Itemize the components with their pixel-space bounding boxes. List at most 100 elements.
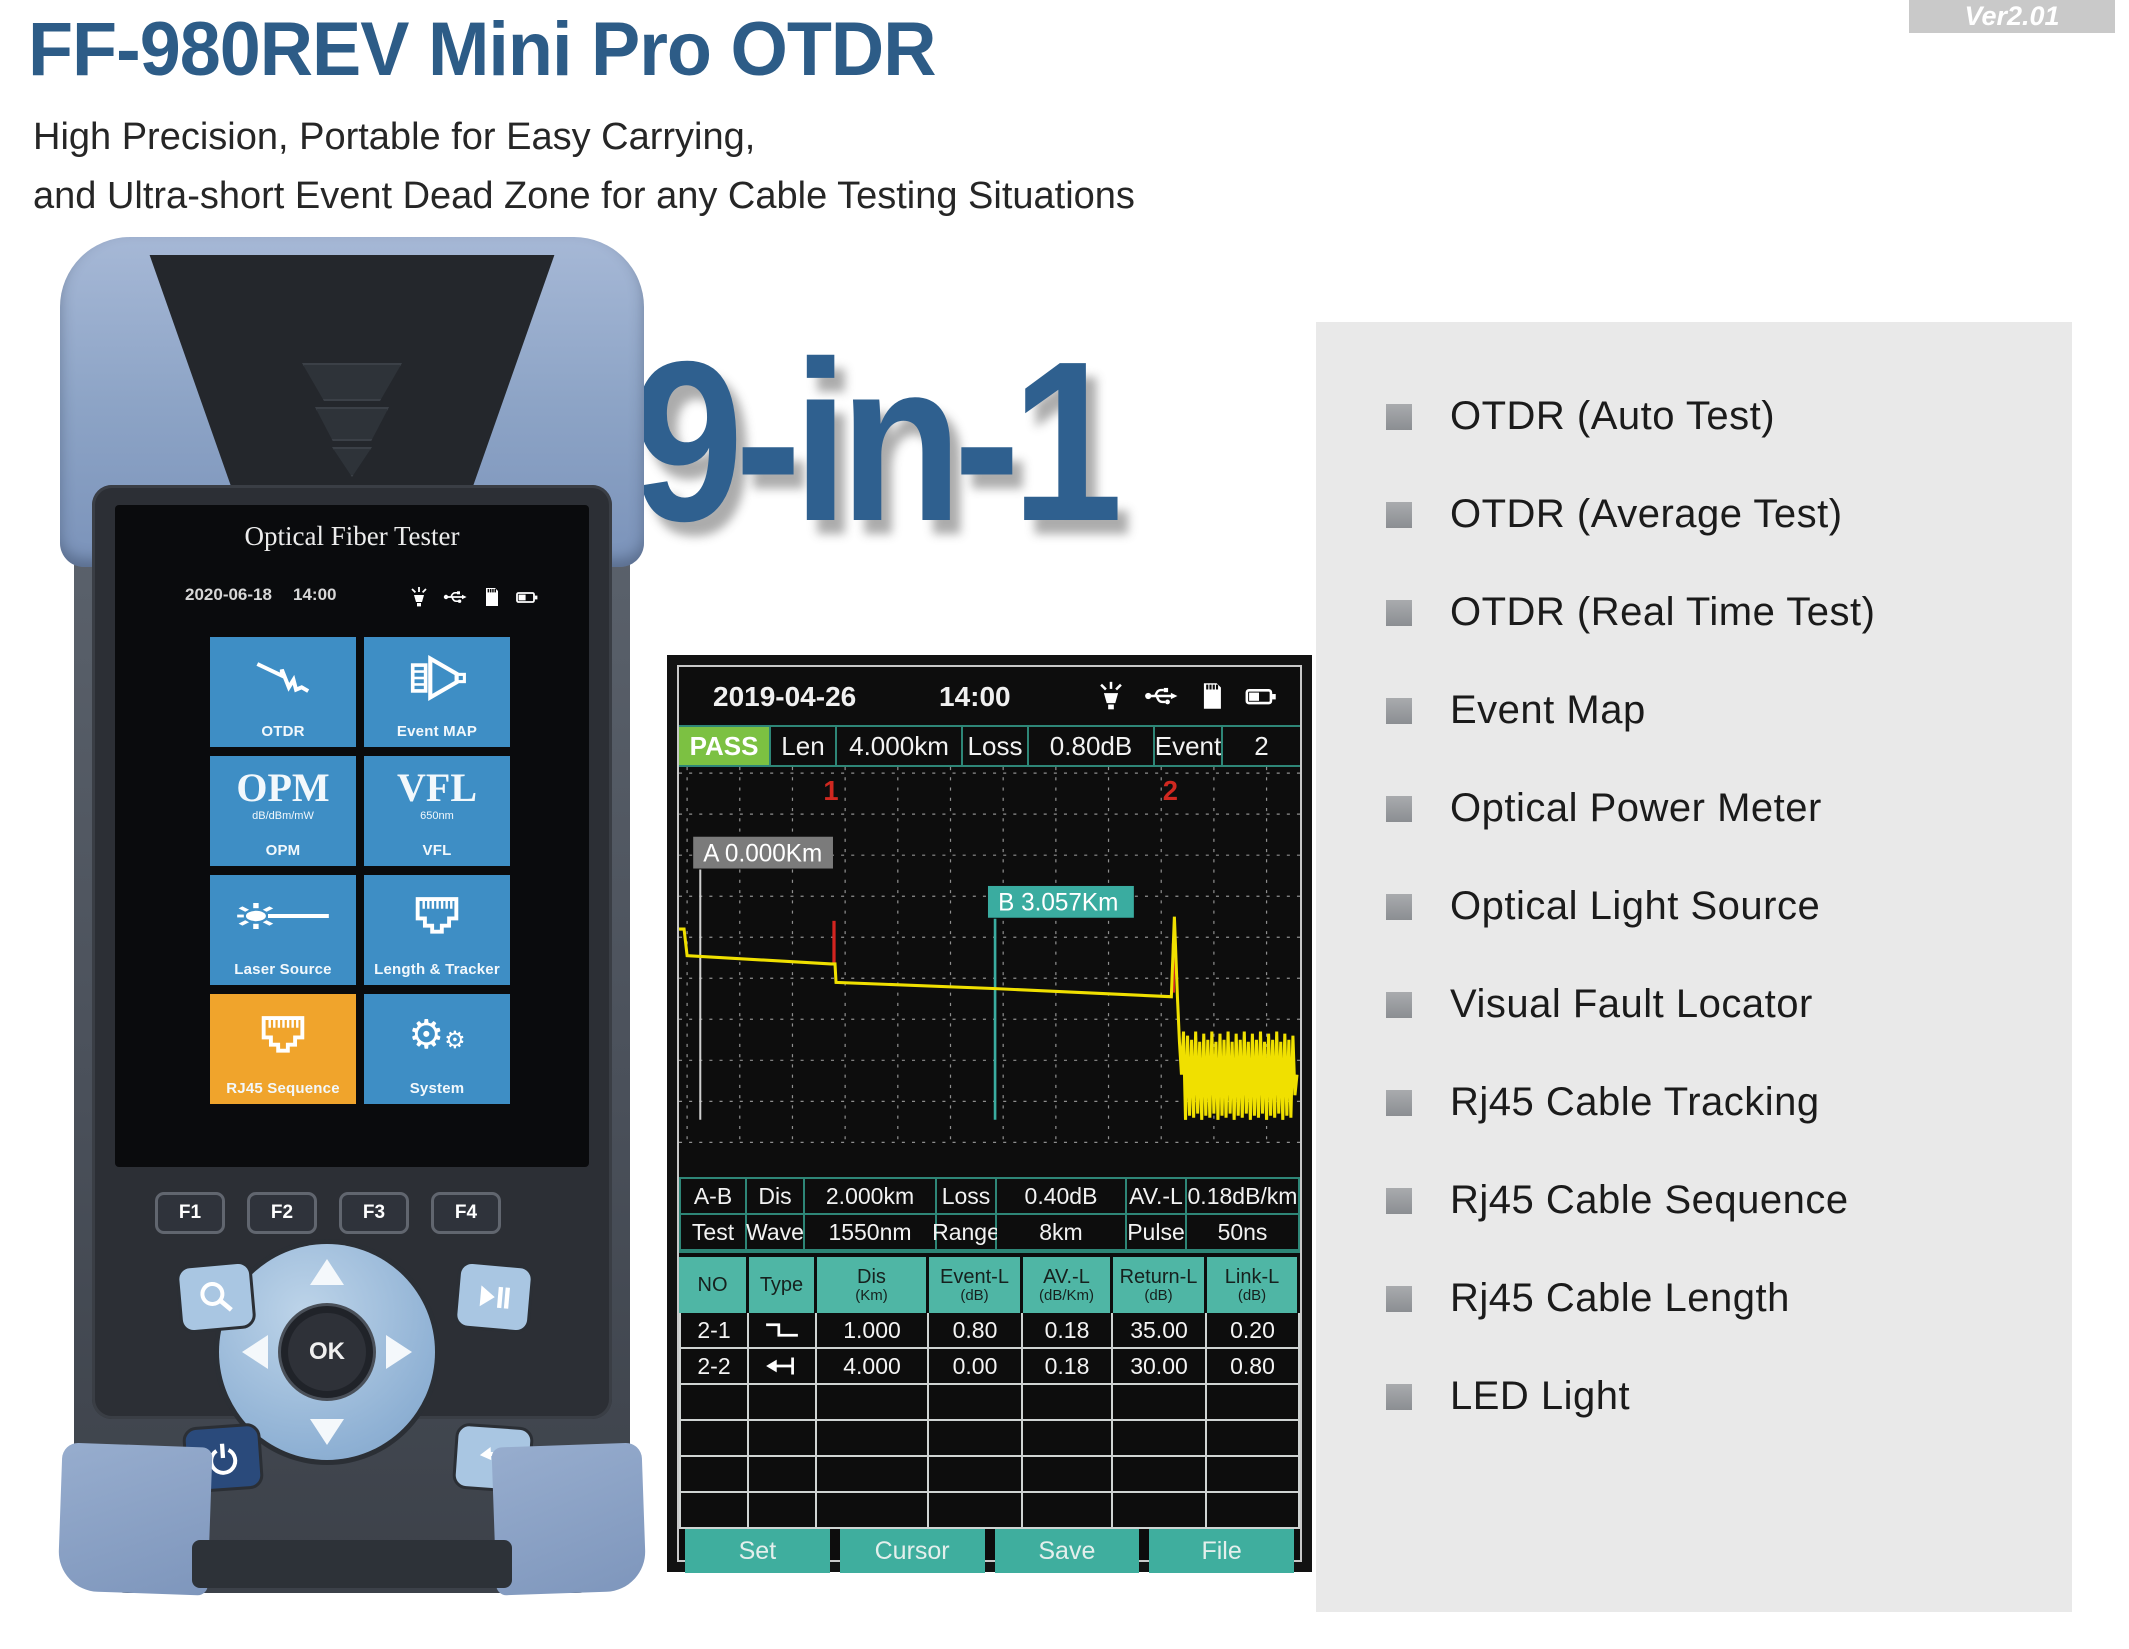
otdr-screen: 2019-04-26 14:00 PASS Len 4.000km Loss 0… [677, 665, 1302, 1574]
length-value: 4.000km [837, 727, 961, 765]
tile-laser-source[interactable]: Laser Source [210, 875, 356, 985]
device-time: 14:00 [293, 585, 337, 604]
loss-label: Loss [937, 1179, 995, 1214]
file-button[interactable]: File [1149, 1529, 1294, 1574]
cursor-b-label: B 3.057Km [998, 889, 1118, 916]
opm-wordmark: OPM dB/dBm/mW [236, 765, 330, 823]
avl-value: 0.18dB/km [1187, 1179, 1298, 1214]
test-label: Test [681, 1215, 745, 1250]
softkey-bar: Set Cursor Save File [685, 1529, 1294, 1574]
play-pause-icon [474, 1277, 513, 1316]
feature-item: OTDR (Average Test) [1386, 492, 2072, 537]
f2-key[interactable]: F2 [247, 1192, 317, 1234]
play-pause-key[interactable] [453, 1259, 535, 1335]
cursor-a-label: A 0.000Km [703, 840, 822, 867]
feature-item: Optical Power Meter [1386, 786, 2072, 831]
tile-vfl[interactable]: VFL 650nm VFL [364, 756, 510, 866]
fiber-trace-line [679, 916, 1299, 1120]
set-button[interactable]: Set [685, 1529, 830, 1574]
tile-system[interactable]: ⚙⚙ System [364, 994, 510, 1104]
tile-opm[interactable]: OPM dB/dBm/mW OPM [210, 756, 356, 866]
feature-list-panel: OTDR (Auto Test) OTDR (Average Test) OTD… [1316, 322, 2072, 1612]
device-base [192, 1540, 512, 1588]
version-badge: Ver2.01 [1909, 0, 2115, 33]
fiber-end-event-icon [749, 1349, 817, 1384]
event-count: 2 [1223, 727, 1300, 765]
square-bullet-icon [1386, 1187, 1412, 1214]
zoom-key[interactable] [175, 1259, 257, 1335]
device-status-bar: 2020-06-18 14:00 [115, 585, 589, 613]
feature-item: Optical Light Source [1386, 884, 2072, 929]
f1-key[interactable]: F1 [155, 1192, 225, 1234]
square-bullet-icon [1386, 1089, 1412, 1116]
event-label: Event [1155, 727, 1221, 765]
avl-label: AV.-L [1127, 1179, 1185, 1214]
wave-value: 1550nm [805, 1215, 935, 1250]
down-arrow-key[interactable] [310, 1419, 344, 1445]
ok-key[interactable]: OK [281, 1306, 373, 1398]
trace-plot: 1 2 A 0.000Km B 3.057Km [679, 767, 1300, 1178]
device-status-icons [407, 585, 539, 609]
page-subtitle: High Precision, Portable for Easy Carryi… [33, 108, 1135, 226]
search-icon [194, 1275, 237, 1318]
result-bar: PASS Len 4.000km Loss 0.80dB Event 2 [679, 725, 1300, 767]
event-row-2[interactable]: 2-2 4.000 0.00 0.18 30.00 0.80 [681, 1349, 1298, 1386]
event-row-empty [681, 1385, 1298, 1422]
otdr-time: 14:00 [939, 681, 1011, 712]
up-arrow-key[interactable] [310, 1259, 344, 1285]
range-value: 8km [997, 1215, 1125, 1250]
bottom-left-bumper [57, 1442, 213, 1596]
otdr-trace-icon [210, 647, 356, 709]
cursor-button[interactable]: Cursor [839, 1529, 985, 1574]
event-row-empty [681, 1421, 1298, 1458]
otdr-device-photo: Optical Fiber Tester 2020-06-18 14:00 OT… [52, 233, 652, 1596]
connector-cover [332, 447, 372, 477]
wave-label: Wave [746, 1215, 804, 1250]
page-title: FF-980REV Mini Pro OTDR [28, 7, 936, 92]
square-bullet-icon [1386, 893, 1412, 920]
event-marker-1: 1 [823, 775, 838, 806]
save-button[interactable]: Save [994, 1529, 1140, 1574]
connector-cover [315, 407, 389, 441]
sd-card-icon [1194, 679, 1228, 713]
tile-otdr[interactable]: OTDR [210, 637, 356, 747]
square-bullet-icon [1386, 1285, 1412, 1312]
step-down-event-icon [749, 1313, 817, 1348]
sd-card-icon [479, 585, 503, 609]
otdr-trace-svg: 1 2 A 0.000Km B 3.057Km [679, 767, 1300, 1145]
tile-rj45-sequence[interactable]: RJ45 Sequence [210, 994, 356, 1104]
connector-cover [302, 363, 402, 401]
subtitle-line-1: High Precision, Portable for Easy Carryi… [33, 116, 756, 158]
otdr-status-icons [1094, 679, 1278, 713]
gear-icon: ⚙⚙ [408, 1012, 466, 1058]
device-screen-title: Optical Fiber Tester [244, 521, 460, 551]
tile-event-map[interactable]: Event MAP [364, 637, 510, 747]
square-bullet-icon [1386, 697, 1412, 724]
bottom-right-bumper [491, 1442, 647, 1596]
feature-item: OTDR (Auto Test) [1386, 394, 2072, 439]
loss-value: 0.40dB [997, 1179, 1125, 1214]
event-row-empty [681, 1493, 1298, 1530]
square-bullet-icon [1386, 991, 1412, 1018]
usb-icon [443, 585, 467, 609]
square-bullet-icon [1386, 599, 1412, 626]
feature-item: Rj45 Cable Length [1386, 1276, 2072, 1321]
square-bullet-icon [1386, 501, 1412, 528]
f4-key[interactable]: F4 [431, 1192, 501, 1234]
subtitle-line-2: and Ultra-short Event Dead Zone for any … [33, 174, 1135, 217]
event-row-1[interactable]: 2-1 1.000 0.80 0.18 35.00 0.20 [681, 1313, 1298, 1350]
charger-icon [407, 585, 431, 609]
length-label: Len [771, 727, 835, 765]
pass-badge: PASS [679, 727, 769, 765]
right-arrow-key[interactable] [386, 1335, 412, 1369]
otdr-screen-capture: 2019-04-26 14:00 PASS Len 4.000km Loss 0… [667, 655, 1312, 1574]
event-map-icon [364, 647, 510, 709]
feature-item: Rj45 Cable Sequence [1386, 1178, 2072, 1223]
laser-icon [210, 885, 356, 947]
feature-item: Visual Fault Locator [1386, 982, 2072, 1027]
left-arrow-key[interactable] [242, 1335, 268, 1369]
f3-key[interactable]: F3 [339, 1192, 409, 1234]
tile-length-tracker[interactable]: Length & Tracker [364, 875, 510, 985]
events-table-body: 2-1 1.000 0.80 0.18 35.00 0.20 2-2 4.000… [679, 1313, 1300, 1530]
